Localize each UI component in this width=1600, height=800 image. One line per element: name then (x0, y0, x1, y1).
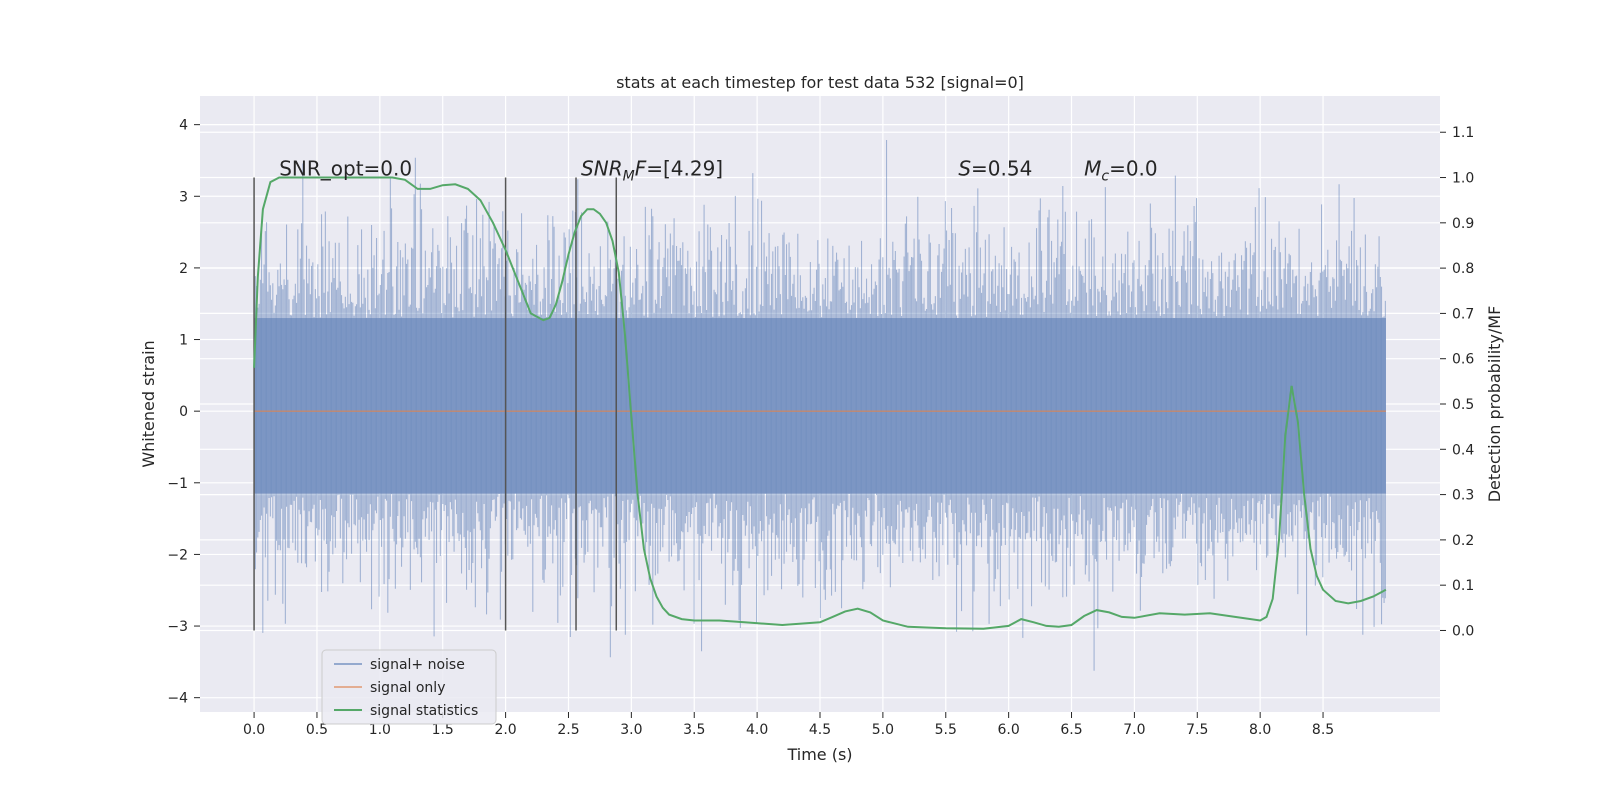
y-tick-label-left: −4 (167, 691, 188, 707)
x-tick-label: 8.5 (1312, 722, 1334, 738)
x-tick-label: 6.0 (998, 722, 1020, 738)
signal-statistics-path (253, 176, 1387, 630)
y-axis-label-left: Whitened strain (139, 340, 158, 467)
x-tick-label: 6.5 (1060, 722, 1082, 738)
y-tick-label-left: 0 (179, 404, 188, 420)
x-tick-label: 3.0 (620, 722, 642, 738)
x-tick-label: 1.5 (432, 722, 454, 738)
y-tick-label-right: 0.0 (1452, 623, 1474, 639)
y-tick-label-left: −2 (167, 547, 188, 563)
y-tick-label-right: 0.4 (1452, 442, 1474, 458)
legend-label: signal+ noise (370, 657, 465, 673)
x-axis-label: Time (s) (786, 745, 852, 764)
x-tick-label: 5.5 (935, 722, 957, 738)
y-tick-label-left: 4 (179, 118, 188, 134)
y-tick-label-right: 0.6 (1452, 352, 1474, 368)
legend-box (321, 649, 497, 725)
y-tick-label-right: 0.1 (1452, 578, 1474, 594)
legend-label: signal only (370, 680, 445, 696)
annotation-text: SNRMF=[4.29] (581, 157, 723, 185)
x-tick-label: 0.0 (243, 722, 265, 738)
vertical-markers (253, 177, 618, 631)
annotations: SNR_opt=0.0 SNRMF=[4.29] S=0.54 Mc=0.0 (279, 157, 1157, 185)
x-tick-label: 4.0 (746, 722, 768, 738)
y-tick-label-right: 0.8 (1452, 261, 1474, 277)
y-tick-label-right: 0.7 (1452, 306, 1474, 322)
x-tick-label: 7.5 (1186, 722, 1208, 738)
annotation-text: Mc=0.0 (1084, 157, 1158, 185)
y-tick-label-right: 0.3 (1452, 488, 1474, 504)
x-tick-label: 5.0 (872, 722, 894, 738)
noise-trace (253, 140, 1386, 671)
x-tick-label: 0.5 (306, 722, 328, 738)
x-tick-label: 8.0 (1249, 722, 1271, 738)
y-tick-label-right: 1.1 (1452, 125, 1474, 141)
axis-ticks: 0.0 0.5 1.0 1.5 2.0 2.5 3.0 3.5 4.0 4.5 5.0 5.5 6.0 6… (167, 118, 1474, 738)
y-tick-label-left: 3 (179, 189, 188, 205)
annotation-text: S=0.54 (958, 157, 1032, 181)
x-tick-label: 1.0 (369, 722, 391, 738)
y-tick-label-right: 0.5 (1452, 397, 1474, 413)
chart-title: stats at each timestep for test data 532… (616, 73, 1024, 92)
x-tick-label: 7.0 (1123, 722, 1145, 738)
x-tick-label: 2.0 (494, 722, 516, 738)
legend-label: signal statistics (370, 703, 478, 719)
y-tick-label-left: 2 (179, 261, 188, 277)
y-tick-label-right: 0.9 (1452, 216, 1474, 232)
y-axis-label-right: Detection probability/MF (1485, 306, 1504, 503)
annotation-text: SNR_opt=0.0 (279, 157, 412, 181)
x-tick-label: 4.5 (809, 722, 831, 738)
y-tick-label-left: −1 (167, 476, 188, 492)
legend: signal+ noise signal only signal statistic… (321, 649, 497, 725)
signal-statistics-curve (253, 176, 1387, 630)
x-tick-label: 3.5 (683, 722, 705, 738)
y-tick-label-left: −3 (167, 619, 188, 635)
y-tick-label-right: 0.2 (1452, 533, 1474, 549)
y-tick-label-left: 1 (179, 333, 188, 349)
y-tick-label-right: 1.0 (1452, 171, 1474, 187)
x-tick-label: 2.5 (557, 722, 579, 738)
